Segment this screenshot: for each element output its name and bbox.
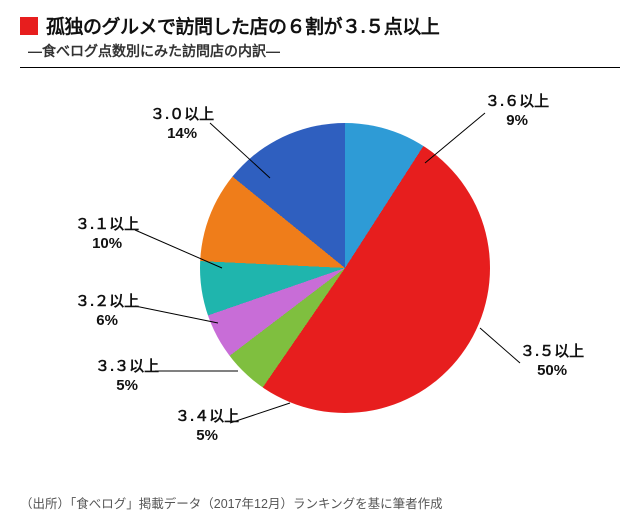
label-pct: 5% xyxy=(175,427,239,446)
pie-label: ３.３以上5% xyxy=(95,358,159,396)
label-pct: 10% xyxy=(75,235,139,254)
source-text: （出所）「食べログ」掲載データ（2017年12月）ランキングを基に筆者作成 xyxy=(20,493,443,512)
title-row: 孤独のグルメで訪問した店の６割が３.５点以上 xyxy=(20,12,620,39)
label-name: ３.６以上 xyxy=(485,93,549,112)
leader-line xyxy=(480,328,520,363)
pie-label: ３.４以上5% xyxy=(175,408,239,446)
label-name: ３.２以上 xyxy=(75,293,139,312)
label-pct: 50% xyxy=(520,362,584,381)
label-name: ３.４以上 xyxy=(175,408,239,427)
chart-title: 孤独のグルメで訪問した店の６割が３.５点以上 xyxy=(46,12,439,39)
pie-label: ３.０以上14% xyxy=(150,106,214,144)
chart-subtitle: ―食べログ点数別にみた訪問店の内訳― xyxy=(28,43,280,59)
leader-line xyxy=(425,113,485,163)
header: 孤独のグルメで訪問した店の６割が３.５点以上 ―食べログ点数別にみた訪問店の内訳… xyxy=(0,0,640,65)
label-pct: 5% xyxy=(95,377,159,396)
chart-area: ３.６以上9%３.５以上50%３.４以上5%３.３以上5%３.２以上6%３.１以… xyxy=(0,68,640,468)
label-name: ３.１以上 xyxy=(75,216,139,235)
leader-line xyxy=(210,123,270,178)
pie-label: ３.１以上10% xyxy=(75,216,139,254)
label-name: ３.３以上 xyxy=(95,358,159,377)
title-marker xyxy=(20,17,38,35)
pie-label: ３.６以上9% xyxy=(485,93,549,131)
label-pct: 6% xyxy=(75,312,139,331)
leader-line xyxy=(135,230,222,268)
pie-label: ３.５以上50% xyxy=(520,343,584,381)
label-pct: 9% xyxy=(485,112,549,131)
chart-container: 孤独のグルメで訪問した店の６割が３.５点以上 ―食べログ点数別にみた訪問店の内訳… xyxy=(0,0,640,520)
leader-line xyxy=(135,306,218,323)
label-pct: 14% xyxy=(150,125,214,144)
pie-label: ３.２以上6% xyxy=(75,293,139,331)
label-name: ３.０以上 xyxy=(150,106,214,125)
label-name: ３.５以上 xyxy=(520,343,584,362)
subtitle-row: ―食べログ点数別にみた訪問店の内訳― xyxy=(20,41,620,61)
